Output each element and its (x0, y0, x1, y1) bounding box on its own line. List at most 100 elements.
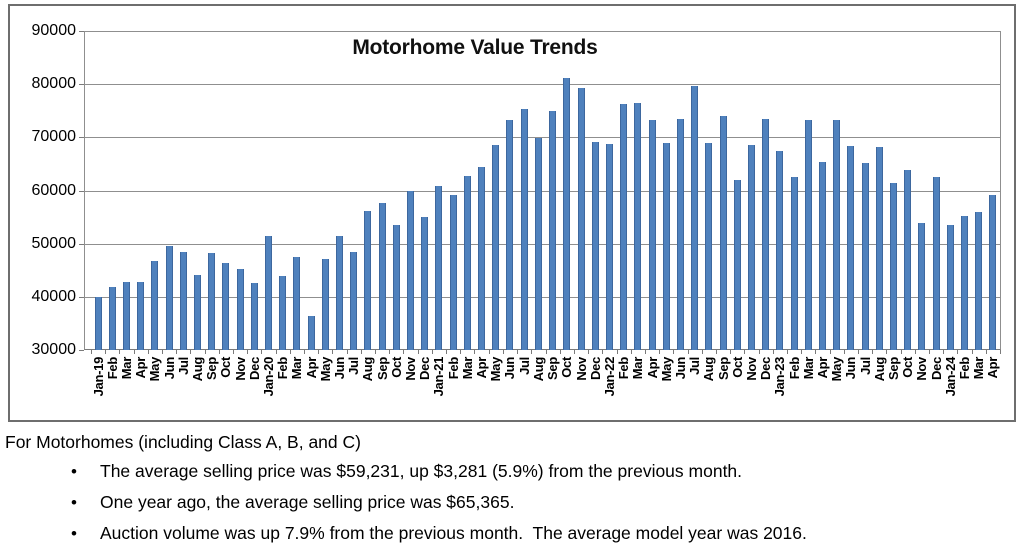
x-axis-tick (417, 350, 419, 354)
bullet-text: Auction volume was up 7.9% from the prev… (100, 523, 807, 543)
bullet-icon (71, 523, 100, 544)
x-axis-tick (872, 350, 874, 354)
x-axis-label: Aug (871, 357, 887, 382)
y-axis-tick (79, 31, 84, 32)
chart: Motorhome Value Trends 30000 40000 50000 60… (8, 4, 1016, 422)
bar (165, 245, 173, 350)
x-axis-tick (602, 350, 604, 354)
gridline (84, 84, 1001, 86)
bar (577, 88, 585, 350)
x-axis-label: Mar (630, 357, 646, 380)
bar (804, 119, 812, 350)
bar (123, 282, 130, 350)
bar (960, 216, 968, 350)
y-axis-tick (79, 190, 84, 192)
x-axis-label: Jun (502, 357, 518, 380)
bar (151, 261, 159, 350)
x-axis-tick (446, 350, 448, 354)
bar (321, 259, 329, 350)
x-axis-label: Mar (800, 357, 816, 380)
x-axis-label: Dec (928, 357, 944, 380)
x-axis-tick (857, 350, 859, 354)
x-axis-tick (304, 350, 306, 354)
bullet-icon (71, 461, 100, 482)
x-axis-tick (943, 350, 945, 354)
x-axis-tick (843, 350, 845, 354)
bullet-item: Auction volume was up 7.9% from the prev… (71, 523, 1024, 544)
bar (492, 144, 500, 350)
x-axis-tick (147, 350, 149, 354)
x-axis-label: Feb (616, 357, 632, 380)
bar (378, 203, 386, 350)
x-axis-label: Sep (204, 357, 220, 380)
bar (179, 251, 187, 350)
y-axis-label: 90000 (31, 22, 77, 39)
y-axis-tick (79, 350, 84, 351)
bar (478, 167, 486, 350)
bar (520, 108, 528, 350)
bar (336, 235, 344, 350)
bar (705, 142, 713, 350)
x-axis-label: Jan-22 (601, 357, 617, 397)
x-axis-tick (928, 350, 930, 354)
chart-title: Motorhome Value Trends (352, 36, 598, 59)
x-axis-tick (275, 350, 277, 354)
x-axis-label: Jun (161, 357, 177, 380)
x-axis-tick (673, 350, 675, 354)
bar (449, 195, 457, 350)
x-axis-tick (659, 350, 661, 354)
bar (747, 145, 755, 350)
x-axis-tick (730, 350, 732, 354)
x-axis-label: Sep (885, 357, 901, 380)
x-axis-label: Feb (445, 357, 461, 380)
bar (250, 283, 258, 350)
x-axis-label: Dec (587, 357, 603, 380)
x-axis-tick (360, 350, 362, 354)
gridline (84, 190, 1001, 192)
x-axis-tick (588, 350, 590, 354)
bar (989, 194, 997, 350)
x-axis-label: Feb (956, 357, 972, 380)
bullet-item: The average selling price was $59,231, u… (71, 461, 1024, 482)
x-axis-tick (715, 350, 717, 354)
y-axis-tick (79, 243, 84, 245)
x-axis-tick (630, 350, 632, 354)
x-axis-label: Jan-19 (90, 357, 106, 397)
x-axis-label: May (317, 357, 333, 382)
x-axis-label: Apr (644, 357, 660, 379)
x-axis-label: Jul (175, 357, 191, 375)
x-axis-label: Apr (303, 357, 319, 379)
bar (407, 190, 415, 350)
y-axis-label: 60000 (31, 181, 77, 199)
bar (208, 252, 216, 350)
x-axis-label: Jan-21 (431, 357, 447, 397)
y-axis-tick (79, 84, 84, 86)
x-axis-tick (332, 350, 334, 354)
summary-notes: For Motorhomes (including Class A, B, an… (0, 422, 1024, 544)
bar (889, 182, 897, 350)
bar (435, 186, 443, 350)
x-axis-tick (105, 350, 107, 354)
bar (932, 176, 940, 350)
x-axis-label: Mar (289, 357, 305, 380)
bar (137, 281, 145, 350)
x-axis-tick (502, 350, 504, 354)
bar (676, 118, 684, 350)
bar (634, 103, 642, 350)
bar (307, 315, 315, 350)
x-axis-tick (744, 350, 746, 354)
x-axis-tick (559, 350, 561, 354)
x-axis-label: Sep (715, 357, 731, 380)
x-axis-tick (190, 350, 192, 354)
y-axis-label: 70000 (31, 128, 77, 146)
x-axis-tick (460, 350, 462, 354)
x-axis-label: Sep (374, 357, 390, 380)
bar (847, 146, 855, 350)
x-axis-label: Jul (857, 357, 873, 375)
x-axis-tick (218, 350, 220, 354)
x-axis-label: May (658, 357, 674, 382)
x-axis-label: Oct (729, 357, 745, 378)
x-axis-tick (687, 350, 689, 354)
x-axis-tick (886, 350, 888, 354)
